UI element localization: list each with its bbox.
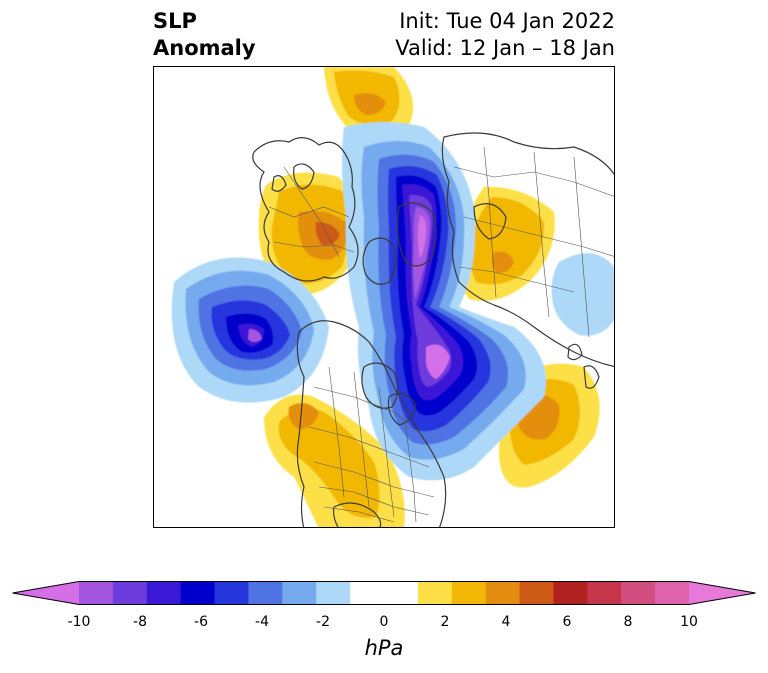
title-right: Init: Tue 04 Jan 2022 Valid: 12 Jan – 18… bbox=[395, 8, 615, 62]
colorbar-segment bbox=[384, 581, 419, 605]
colorbar-outline bbox=[12, 581, 756, 605]
colorbar-segment bbox=[316, 581, 351, 605]
colorbar-tick-label: 6 bbox=[562, 614, 572, 630]
anomaly-map bbox=[171, 67, 614, 527]
colorbar-segment bbox=[451, 581, 487, 605]
colorbar-segment bbox=[248, 581, 283, 605]
colorbar-segment bbox=[112, 581, 148, 605]
colorbar-tick-label: 0 bbox=[379, 614, 389, 630]
negative-anomaly-siberia bbox=[551, 253, 614, 336]
positive-anomaly-asia bbox=[456, 186, 555, 301]
colorbar-segment bbox=[282, 581, 317, 605]
colorbar-tick-label: 4 bbox=[501, 614, 511, 630]
colorbar-tick-label: -8 bbox=[133, 614, 147, 630]
valid-range: Valid: 12 Jan – 18 Jan bbox=[395, 36, 615, 60]
colorbar-tick-label: 2 bbox=[440, 614, 450, 630]
colorbar-segment bbox=[350, 581, 385, 605]
colorbar-tick-label: -2 bbox=[316, 614, 330, 630]
colorbar-segments bbox=[12, 581, 756, 605]
variable-subtitle: Anomaly bbox=[153, 36, 256, 60]
colorbar-extend-high bbox=[689, 581, 756, 605]
colorbar-segment bbox=[146, 581, 182, 605]
colorbar-tick-label: 10 bbox=[680, 614, 698, 630]
title-left: SLP Anomaly bbox=[153, 8, 256, 62]
colorbar-segment bbox=[79, 581, 114, 605]
positive-anomaly-north-america bbox=[264, 394, 405, 527]
anomaly-shading bbox=[171, 67, 614, 527]
colorbar-extend-low bbox=[12, 581, 79, 605]
colorbar-segment bbox=[485, 581, 521, 605]
variable-title: SLP bbox=[153, 9, 197, 33]
colorbar-segment bbox=[180, 581, 216, 605]
colorbar-segment bbox=[553, 581, 588, 605]
colorbar-segment bbox=[587, 581, 622, 605]
positive-anomaly-arctic bbox=[324, 67, 414, 134]
colorbar-segment bbox=[655, 581, 690, 605]
negative-anomaly-pacific-west bbox=[171, 257, 329, 403]
coastlines bbox=[252, 132, 614, 527]
negative-anomaly-arctic-central bbox=[341, 122, 546, 481]
colorbar-tick-label: 8 bbox=[623, 614, 633, 630]
colorbar-tick-label: -6 bbox=[194, 614, 208, 630]
colorbar-segment bbox=[214, 581, 249, 605]
colorbar-segment bbox=[519, 581, 554, 605]
colorbar-units: hPa bbox=[364, 636, 404, 660]
country-borders bbox=[268, 146, 614, 523]
init-date: Init: Tue 04 Jan 2022 bbox=[399, 9, 615, 33]
positive-anomaly-europe bbox=[258, 172, 357, 296]
map-panel bbox=[153, 66, 615, 528]
colorbar-segment bbox=[621, 581, 656, 605]
colorbar bbox=[12, 581, 756, 605]
colorbar-segment bbox=[417, 581, 453, 605]
colorbar-tick-label: -4 bbox=[255, 614, 269, 630]
colorbar-tick-label: -10 bbox=[67, 614, 91, 630]
